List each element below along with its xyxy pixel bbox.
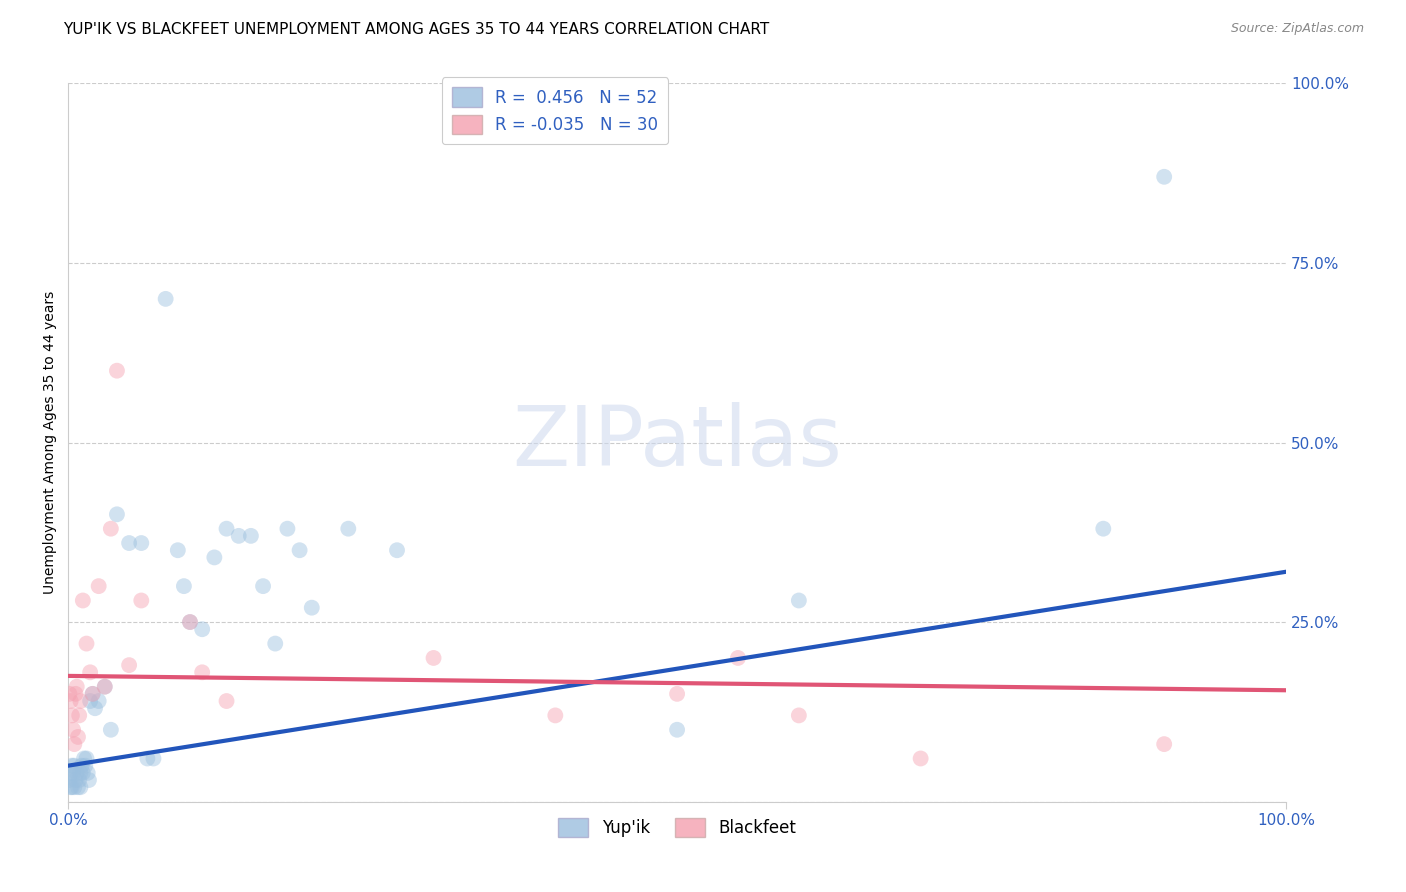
Point (337, 522, 360, 536)
Point (60, 758, 83, 772)
Y-axis label: Unemployment Among Ages 35 to 44 years: Unemployment Among Ages 35 to 44 years (44, 291, 58, 594)
Point (66, 765, 89, 780)
Point (301, 600, 323, 615)
Point (76, 751, 98, 765)
Point (60, 780, 83, 795)
Point (252, 579, 274, 593)
Point (62, 765, 84, 780)
Point (105, 364, 128, 378)
Point (62, 723, 84, 737)
Point (100, 723, 122, 737)
Text: YUP'IK VS BLACKFEET UNEMPLOYMENT AMONG AGES 35 TO 44 YEARS CORRELATION CHART: YUP'IK VS BLACKFEET UNEMPLOYMENT AMONG A… (63, 22, 769, 37)
Point (66, 730, 89, 744)
Point (202, 550, 225, 565)
Point (84, 701, 107, 715)
Point (76, 637, 98, 651)
Point (129, 593, 152, 607)
Point (166, 543, 188, 558)
Point (65, 687, 87, 701)
Point (239, 529, 262, 543)
Point (787, 708, 810, 723)
Text: Source: ZipAtlas.com: Source: ZipAtlas.com (1230, 22, 1364, 36)
Point (77, 772, 100, 787)
Point (155, 292, 177, 306)
Point (727, 651, 749, 665)
Point (79, 665, 101, 680)
Point (142, 751, 165, 765)
Point (544, 708, 567, 723)
Point (228, 529, 250, 543)
Point (67, 772, 90, 787)
Point (173, 579, 195, 593)
Point (72, 593, 94, 607)
Point (66, 680, 89, 694)
Point (72, 765, 94, 780)
Point (58, 772, 80, 787)
Point (666, 723, 689, 737)
Point (67, 708, 90, 723)
Point (59, 694, 82, 708)
Point (63, 780, 86, 795)
Point (63, 758, 86, 772)
Point (73, 751, 96, 765)
Point (276, 522, 298, 536)
Point (129, 536, 152, 550)
Point (910, 751, 932, 765)
Point (264, 637, 287, 651)
Point (82, 687, 104, 701)
Legend: Yup'ik, Blackfeet: Yup'ik, Blackfeet (551, 811, 803, 844)
Point (75, 758, 97, 772)
Point (1092, 522, 1115, 536)
Point (1153, 737, 1175, 751)
Point (59, 765, 82, 780)
Point (69, 780, 91, 795)
Point (94, 680, 117, 694)
Point (100, 522, 122, 536)
Point (87, 579, 110, 593)
Point (215, 694, 238, 708)
Point (65, 772, 87, 787)
Point (179, 615, 201, 629)
Point (385, 543, 408, 558)
Point (191, 622, 214, 636)
Point (58, 687, 80, 701)
Point (59, 780, 82, 795)
Point (69, 765, 91, 780)
Point (179, 615, 201, 629)
Point (191, 665, 214, 680)
Point (422, 651, 444, 665)
Point (66, 780, 89, 795)
Point (666, 687, 689, 701)
Point (70, 758, 93, 772)
Point (288, 543, 311, 558)
Point (87, 694, 110, 708)
Point (105, 508, 128, 522)
Point (118, 658, 141, 673)
Point (60, 708, 83, 723)
Point (1153, 169, 1175, 184)
Text: ZIPatlas: ZIPatlas (512, 402, 842, 483)
Point (69, 694, 91, 708)
Point (215, 522, 238, 536)
Point (79, 694, 101, 708)
Point (94, 680, 117, 694)
Point (787, 593, 810, 607)
Point (63, 737, 86, 751)
Point (136, 751, 159, 765)
Point (118, 536, 141, 550)
Point (76, 765, 98, 780)
Point (82, 687, 104, 701)
